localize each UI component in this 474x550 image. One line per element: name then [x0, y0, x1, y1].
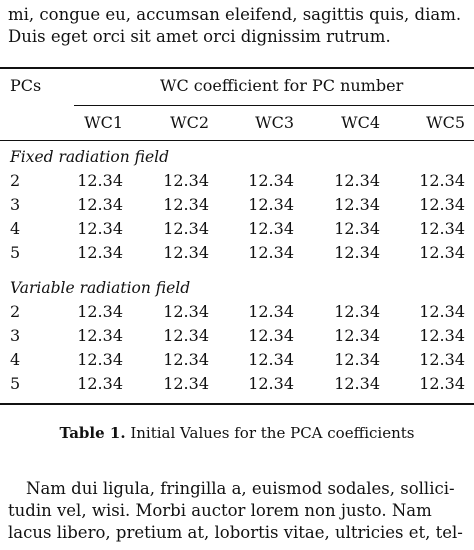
- pcs-header: PCs: [10, 76, 42, 95]
- row-pc-label: 2: [10, 302, 21, 321]
- table-cell: 12.34: [77, 326, 123, 345]
- table-cell: 12.34: [334, 374, 380, 393]
- table-cell: 12.34: [248, 171, 294, 190]
- table-cell: 12.34: [419, 171, 465, 190]
- column-header: WC5: [426, 113, 465, 132]
- table-cell: 12.34: [334, 350, 380, 369]
- row-pc-label: 3: [10, 195, 21, 214]
- column-header: WC3: [255, 113, 294, 132]
- table-cell: 12.34: [248, 243, 294, 262]
- table-cell: 12.34: [248, 350, 294, 369]
- paragraph-line: tudin vel, wisi. Morbi auctor lorem non …: [8, 501, 432, 520]
- table-cell: 12.34: [419, 326, 465, 345]
- table-cell: 12.34: [77, 195, 123, 214]
- table-cell: 12.34: [77, 302, 123, 321]
- table-cell: 12.34: [163, 243, 209, 262]
- bottom-paragraph: Nam dui ligula, fringilla a, euismod sod…: [8, 478, 464, 544]
- group-header: WC coefficient for PC number: [160, 76, 404, 95]
- table-cell: 12.34: [248, 302, 294, 321]
- row-pc-label: 5: [10, 374, 21, 393]
- table-cell: 12.34: [163, 219, 209, 238]
- table-cell: 12.34: [334, 219, 380, 238]
- column-header: WC1: [84, 113, 123, 132]
- table-cell: 12.34: [334, 195, 380, 214]
- table-cell: 12.34: [419, 350, 465, 369]
- table-cell: 12.34: [77, 350, 123, 369]
- caption-text: Initial Values for the PCA coefficients: [130, 424, 415, 442]
- row-pc-label: 4: [10, 350, 21, 369]
- table-cell: 12.34: [248, 219, 294, 238]
- table-cell: 12.34: [419, 195, 465, 214]
- table-cell: 12.34: [334, 326, 380, 345]
- row-pc-label: 2: [10, 171, 21, 190]
- table-cell: 12.34: [419, 219, 465, 238]
- header-bottom-rule: [0, 140, 474, 141]
- table-cell: 12.34: [334, 171, 380, 190]
- paragraph-line: Nam dui ligula, fringilla a, euismod sod…: [26, 479, 455, 498]
- table-cell: 12.34: [419, 243, 465, 262]
- paragraph-line: lacus libero, pretium at, lobortis vitae…: [8, 523, 463, 542]
- table-cell: 12.34: [163, 326, 209, 345]
- table-cell: 12.34: [163, 374, 209, 393]
- caption-label: Table 1.: [59, 424, 126, 442]
- section-title-variable: Variable radiation field: [10, 279, 191, 297]
- table-cell: 12.34: [419, 374, 465, 393]
- table-cell: 12.34: [163, 171, 209, 190]
- row-pc-label: 4: [10, 219, 21, 238]
- table-cell: 12.34: [163, 302, 209, 321]
- group-header-rule: [74, 105, 474, 106]
- table-cell: 12.34: [77, 243, 123, 262]
- paragraph-line: mi, congue eu, accumsan eleifend, sagitt…: [8, 5, 462, 24]
- table-bottom-rule: [0, 403, 474, 405]
- table-cell: 12.34: [334, 243, 380, 262]
- row-pc-label: 3: [10, 326, 21, 345]
- table-cell: 12.34: [248, 374, 294, 393]
- table-caption: Table 1. Initial Values for the PCA coef…: [0, 423, 474, 443]
- table-cell: 12.34: [77, 219, 123, 238]
- table-cell: 12.34: [163, 350, 209, 369]
- table-cell: 12.34: [77, 171, 123, 190]
- top-paragraph: mi, congue eu, accumsan eleifend, sagitt…: [8, 4, 464, 48]
- row-pc-label: 5: [10, 243, 21, 262]
- table-cell: 12.34: [248, 195, 294, 214]
- column-header: WC4: [341, 113, 380, 132]
- table-cell: 12.34: [77, 374, 123, 393]
- table-top-rule: [0, 67, 474, 69]
- section-title-fixed: Fixed radiation field: [10, 148, 170, 166]
- table-cell: 12.34: [163, 195, 209, 214]
- table-cell: 12.34: [334, 302, 380, 321]
- table-cell: 12.34: [248, 326, 294, 345]
- table-cell: 12.34: [419, 302, 465, 321]
- column-header: WC2: [170, 113, 209, 132]
- paragraph-line: Duis eget orci sit amet orci dignissim r…: [8, 27, 391, 46]
